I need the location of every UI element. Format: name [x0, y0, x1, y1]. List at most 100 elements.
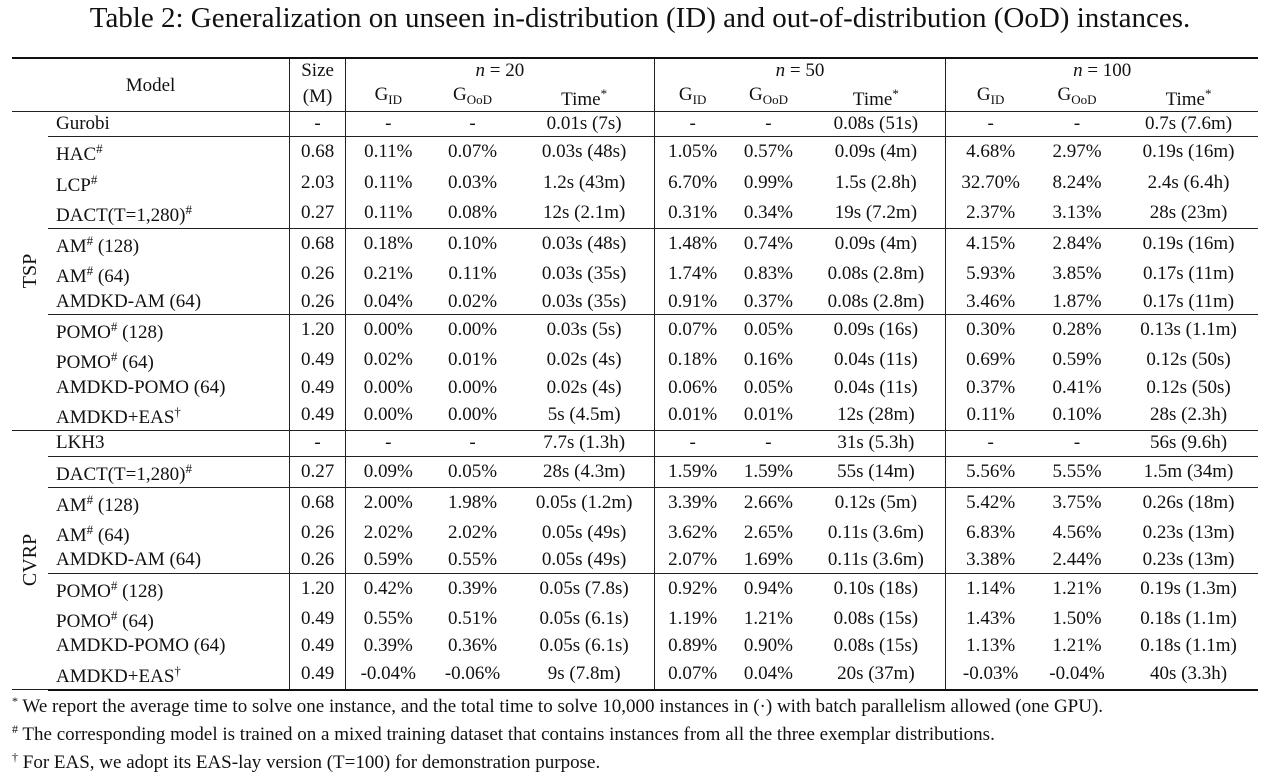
- value-cell: 0.91%: [653, 289, 731, 315]
- value-cell: 0.41%: [1052, 376, 1102, 398]
- value-cell: 0.00%: [345, 399, 431, 431]
- value-cell: 0.83%: [743, 263, 793, 285]
- model-name: POMO# (64): [56, 608, 154, 633]
- model-name: DACT(T=1,280)#: [56, 201, 192, 226]
- table-row: AM# (128) 0.68 2.00% 1.98% 0.05s (1.2m) 3.39%…: [12, 486, 1258, 519]
- value-cell: -: [730, 110, 807, 137]
- value-cell: 2.37%: [945, 197, 1035, 229]
- value-cell: 0.18%: [345, 228, 431, 260]
- value-cell: 19s (7.2m): [834, 201, 918, 223]
- table-row: POMO# (128) 1.20 0.42% 0.39% 0.05s (7.8s) 0.9…: [12, 572, 1258, 605]
- value-cell: 0.55%: [345, 604, 431, 635]
- value-cell: 0.01%: [653, 399, 731, 431]
- model-name: POMO# (64): [56, 349, 154, 374]
- value-cell: 0.42%: [345, 572, 431, 605]
- value-cell: 1.21%: [743, 608, 793, 630]
- value-cell: 0.08s (15s): [833, 608, 919, 630]
- value-cell: 0.34%: [743, 201, 793, 223]
- value-cell: 56s (9.6h): [1119, 430, 1258, 457]
- value-cell: 0.02%: [345, 345, 431, 376]
- value-cell: 0.08%: [448, 201, 498, 223]
- value-cell: 8.24%: [1052, 171, 1102, 193]
- value-cell: -: [945, 110, 1035, 137]
- value-cell: 0.59%: [1052, 349, 1102, 371]
- value-cell: 0.26s (18m): [1119, 486, 1258, 519]
- value-cell: 20s (37m): [806, 658, 946, 691]
- value-cell: 0.09%: [345, 455, 431, 488]
- value-cell: 0.03s (5s): [514, 314, 655, 346]
- value-cell: 0.01%: [743, 403, 793, 425]
- value-cell: 0.00%: [448, 403, 498, 425]
- value-cell: 1.5m (34m): [1119, 455, 1258, 488]
- value-cell: 2.00%: [345, 486, 431, 519]
- model-name: LCP#: [56, 171, 98, 196]
- value-cell: 1.5s (2.8h): [834, 171, 917, 193]
- value-cell: 28s (4.3m): [514, 455, 655, 488]
- value-cell: 0.7s (7.6m): [1119, 110, 1258, 137]
- header-gid: GID: [345, 82, 431, 112]
- value-cell: 0.03s (48s): [514, 228, 655, 260]
- value-cell: 2.07%: [653, 548, 731, 574]
- footnotes: * We report the average time to solve on…: [12, 690, 1103, 774]
- table-body: TSP Gurobi - - -0.01s (7s) - -0.08s (51s) - -0.7…: [12, 110, 1258, 691]
- value-cell: 0.11s (3.6m): [827, 549, 924, 571]
- value-cell: 3.38%: [945, 548, 1035, 574]
- header-good: GOoD: [1034, 82, 1120, 112]
- value-cell: -0.04%: [345, 658, 431, 691]
- value-cell: -0.06%: [430, 658, 515, 691]
- size-cell: 0.26: [289, 548, 346, 574]
- model-name: Gurobi: [48, 110, 290, 137]
- value-cell: 1.21%: [1034, 572, 1120, 605]
- value-cell: 0.30%: [945, 314, 1035, 346]
- group-label: TSP: [12, 110, 48, 432]
- value-cell: 9s (7.8m): [514, 658, 655, 691]
- value-cell: 1.14%: [945, 572, 1035, 605]
- value-cell: 0.05%: [743, 376, 793, 398]
- value-cell: -: [730, 430, 807, 457]
- header-size: Size: [289, 58, 346, 82]
- value-cell: 0.11s (3.6m): [827, 522, 924, 544]
- value-cell: 5.56%: [945, 455, 1035, 488]
- results-table: Model Size n = 20 n = 50 n = 100 (M) GID…: [12, 57, 1258, 691]
- value-cell: 0.05s (1.2m): [514, 486, 655, 519]
- model-name: AMDKD+EAS†: [56, 403, 181, 428]
- value-cell: 0.90%: [743, 635, 793, 657]
- value-cell: 0.04s (11s): [833, 349, 918, 371]
- model-name: AM# (128): [48, 228, 290, 260]
- table-caption: Table 2: Generalization on unseen in-dis…: [89, 2, 1191, 34]
- table-row: AMDKD-POMO (64) 0.49 0.00% 0.00% 0.02s (4s) 0…: [12, 375, 1258, 400]
- value-cell: 0.17s (11m): [1142, 263, 1235, 285]
- model-name: AM# (64): [56, 522, 130, 547]
- model-name: AMDKD-POMO (64): [56, 376, 226, 398]
- table-row: POMO# (64) 0.49 0.55% 0.51% 0.05s (6.1s) 1.19…: [12, 604, 1258, 635]
- value-cell: 0.08s (2.8m): [827, 263, 925, 285]
- value-cell: 0.05%: [730, 314, 807, 346]
- value-cell: 3.85%: [1052, 263, 1102, 285]
- header-gid: GID: [653, 82, 731, 112]
- value-cell: 0.05s (49s): [541, 522, 627, 544]
- value-cell: 0.28%: [1034, 314, 1120, 346]
- value-cell: 55s (14m): [806, 455, 946, 488]
- value-cell: 1.05%: [653, 136, 731, 168]
- value-cell: 0.57%: [730, 136, 807, 168]
- size-cell: 0.49: [289, 634, 346, 659]
- value-cell: 0.00%: [448, 376, 498, 398]
- value-cell: 0.16%: [743, 349, 793, 371]
- value-cell: 1.59%: [653, 455, 731, 488]
- value-cell: 28s (2.3h): [1150, 403, 1228, 425]
- value-cell: 0.19s (1.3m): [1119, 572, 1258, 605]
- table-row: AMDKD-POMO (64) 0.49 0.39% 0.36% 0.05s (6.1s…: [12, 634, 1258, 659]
- value-cell: 0.99%: [743, 171, 793, 193]
- value-cell: 0.89%: [653, 634, 731, 659]
- value-cell: 1.50%: [1052, 608, 1102, 630]
- value-cell: 3.62%: [653, 518, 731, 549]
- value-cell: 0.10%: [1052, 403, 1102, 425]
- footnote-time: * We report the average time to solve on…: [12, 694, 1104, 717]
- value-cell: 2.66%: [730, 486, 807, 519]
- value-cell: 28s (23m): [1149, 201, 1228, 223]
- value-cell: 0.23s (13m): [1142, 549, 1235, 571]
- value-cell: 1.19%: [653, 604, 731, 635]
- value-cell: 1.21%: [1052, 635, 1102, 657]
- value-cell: 0.12s (50s): [1146, 349, 1231, 371]
- value-cell: 0.05s (6.1s): [539, 608, 629, 630]
